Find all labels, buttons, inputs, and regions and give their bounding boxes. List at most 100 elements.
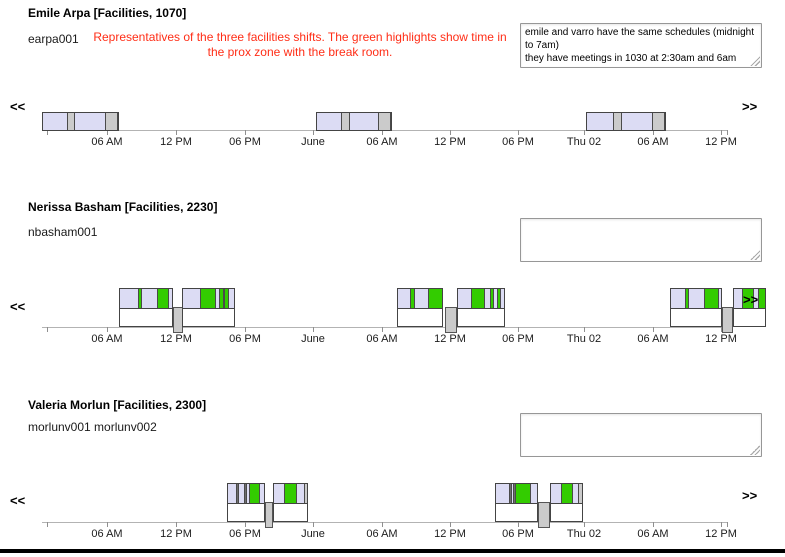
axis-tick (382, 327, 383, 332)
presence-strip (120, 289, 172, 309)
gray-segment (613, 113, 621, 130)
gray-segment (117, 113, 118, 130)
shift-segment (458, 289, 471, 308)
axis-tick-label: 06 AM (91, 528, 123, 540)
shift-segment (671, 289, 685, 308)
axis-tick-label: Thu 02 (566, 333, 602, 345)
prox-zone-segment (490, 289, 493, 308)
presence-strip (458, 289, 504, 309)
time-axis (42, 327, 727, 328)
axis-tick (382, 522, 383, 527)
note-input[interactable] (520, 413, 762, 457)
scroll-left-button[interactable]: << (10, 99, 26, 114)
presence-strip (274, 484, 307, 504)
axis-tick-label: 06 AM (637, 136, 669, 148)
prox-zone-segment (200, 289, 215, 308)
note-input[interactable] (520, 218, 762, 262)
axis-tick-label: Thu 02 (566, 136, 602, 148)
shift-segment (215, 289, 219, 308)
shift-box (670, 288, 722, 327)
scroll-right-button[interactable]: >> (742, 488, 758, 503)
axis-tick (313, 130, 314, 135)
gray-segment (509, 484, 511, 503)
shift-segment (141, 289, 157, 308)
shift-segment (317, 113, 341, 130)
shift-segment (398, 289, 410, 308)
window-bottom-border (0, 549, 785, 553)
prox-zone-segment (410, 289, 414, 308)
prox-zone-segment (219, 289, 223, 308)
shift-bar (586, 112, 666, 131)
shift-segment (183, 289, 200, 308)
axis-tick-label: 06 AM (637, 333, 669, 345)
axis-tick-label: 06 AM (637, 528, 669, 540)
axis-tick (727, 130, 728, 135)
axis-tick (176, 522, 177, 527)
scroll-left-button[interactable]: << (10, 299, 26, 314)
axis-tick-label: June (301, 333, 325, 345)
prox-zone-segment (685, 289, 688, 308)
axis-tick (47, 130, 48, 135)
axis-tick-label: 06 PM (502, 528, 534, 540)
scroll-right-button[interactable]: >> (743, 292, 759, 307)
gray-segment (223, 289, 224, 308)
shift-segment (718, 289, 721, 308)
shift-segment (551, 484, 561, 503)
shift-segment (621, 113, 652, 130)
shift-box (397, 288, 443, 327)
shift-box (733, 288, 766, 327)
axis-tick-label: 06 PM (229, 136, 261, 148)
axis-tick-label: Thu 02 (566, 528, 602, 540)
axis-tick-label: 06 AM (91, 333, 123, 345)
axis-tick (107, 327, 108, 332)
axis-tick (727, 522, 728, 527)
gray-segment (664, 113, 665, 130)
gray-segment (513, 484, 515, 503)
shift-box (495, 483, 538, 522)
gray-segment (105, 113, 117, 130)
gray-segment (652, 113, 664, 130)
gray-segment (244, 484, 246, 503)
note-input[interactable]: emile and varro have the same schedules … (520, 23, 762, 68)
axis-tick-label: 12 PM (705, 528, 737, 540)
presence-strip (228, 484, 264, 504)
schedule-timeline: << >> 06 AM 12 PM 06 PM June 06 AM 12 PM 06 PM… (0, 480, 785, 544)
break-block (722, 307, 733, 333)
presence-strip (183, 289, 234, 309)
schedule-timeline: << >> 06 AM 12 PM 06 PM June 06 AM 12 PM 06 PM… (0, 95, 785, 157)
axis-tick (653, 130, 654, 135)
presence-strip (671, 289, 721, 309)
axis-tick (313, 522, 314, 527)
prox-zone-segment (249, 484, 259, 503)
scroll-right-button[interactable]: >> (742, 99, 758, 114)
axis-tick-label: 12 PM (705, 333, 737, 345)
prox-zone-segment (157, 289, 168, 308)
scroll-left-button[interactable]: << (10, 493, 26, 508)
axis-tick-label: 06 AM (366, 528, 398, 540)
axis-tick (518, 130, 519, 135)
prox-zone-segment (224, 289, 228, 308)
person-name: Nerissa Basham [Facilities, 2230] (28, 200, 218, 214)
axis-tick (47, 522, 48, 527)
axis-tick (245, 522, 246, 527)
person-badge-ids: morlunv001 morlunv002 (28, 420, 157, 434)
shift-segment (274, 484, 284, 503)
axis-tick (47, 327, 48, 332)
axis-tick (721, 327, 722, 332)
shift-box (182, 288, 235, 327)
axis-tick (653, 522, 654, 527)
shift-segment (688, 289, 704, 308)
gray-segment (390, 113, 391, 130)
shift-segment (259, 484, 264, 503)
axis-tick-label: 06 AM (366, 136, 398, 148)
gray-segment (578, 484, 582, 503)
axis-tick-label: June (301, 136, 325, 148)
break-block (265, 502, 273, 528)
shift-segment (168, 289, 172, 308)
shift-box (119, 288, 173, 327)
axis-tick (107, 522, 108, 527)
prox-zone-segment (471, 289, 484, 308)
shift-segment (228, 289, 234, 308)
schedule-timeline: << >> 06 AM 12 PM 06 PM June 06 AM 12 PM 06 PM… (0, 285, 785, 349)
